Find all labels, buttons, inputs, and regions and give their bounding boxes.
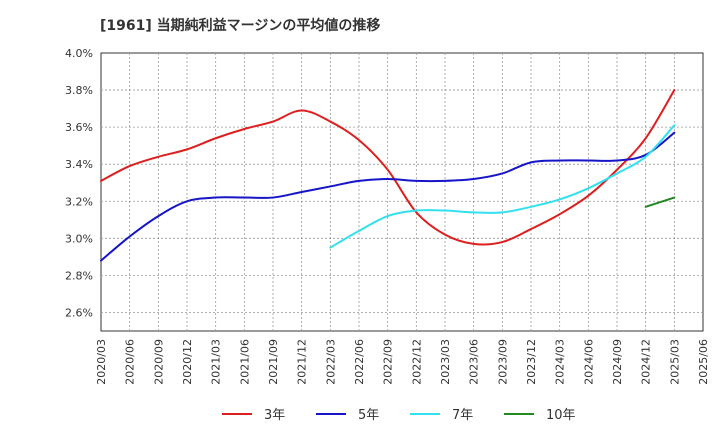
- series-line-1: [100, 89, 676, 246]
- x-tick-label: 2021/03: [210, 339, 223, 385]
- x-tick-label: 2025/06: [697, 339, 710, 385]
- x-tick-label: 2024/12: [640, 339, 653, 385]
- x-tick-label: 2023/06: [468, 339, 481, 385]
- legend: 3年 5年 7年 10年: [222, 408, 576, 423]
- legend-label-1: 3年: [264, 408, 285, 423]
- x-tick-label: 2024/09: [611, 339, 624, 385]
- y-tick-label: 4.0%: [65, 47, 93, 60]
- x-tick-label: 2020/06: [124, 339, 137, 385]
- x-tick-label: 2021/09: [267, 339, 280, 385]
- x-tick-label: 2022/09: [382, 339, 395, 385]
- series-line-2: [100, 131, 676, 262]
- series-layer: [100, 89, 676, 262]
- x-tick-label: 2023/03: [439, 339, 452, 385]
- x-tick-label: 2020/03: [95, 339, 108, 385]
- legend-label-4: 10年: [546, 408, 576, 423]
- legend-label-2: 5年: [358, 408, 379, 423]
- x-tick-label: 2022/06: [353, 339, 366, 385]
- x-tick-label: 2023/12: [525, 339, 538, 385]
- grid-layer: [100, 52, 704, 332]
- legend-label-3: 7年: [452, 408, 473, 423]
- x-tick-label: 2020/12: [181, 339, 194, 385]
- y-tick-label: 3.4%: [65, 158, 93, 171]
- y-tick-label: 3.6%: [65, 121, 93, 134]
- chart-title: [1961] 当期純利益マージンの平均値の推移: [100, 17, 380, 34]
- x-tick-label: 2020/09: [152, 339, 165, 385]
- x-tick-label: 2023/09: [496, 339, 509, 385]
- series-line-3: [329, 124, 676, 249]
- y-tick-label: 3.2%: [65, 195, 93, 208]
- y-tick-label: 3.8%: [65, 84, 93, 97]
- x-tick-label: 2022/03: [324, 339, 337, 385]
- axis-layer: 2.6% 2.8% 3.0% 3.2% 3.4% 3.6% 3.8% 4.0% 2020/03 2…: [65, 47, 710, 385]
- y-tick-label: 2.6%: [65, 306, 93, 319]
- x-tick-label: 2024/06: [582, 339, 595, 385]
- x-tick-label: 2021/12: [296, 339, 309, 385]
- y-tick-label: 3.0%: [65, 232, 93, 245]
- y-tick-label: 2.8%: [65, 269, 93, 282]
- x-tick-label: 2025/03: [668, 339, 681, 385]
- x-tick-label: 2022/12: [410, 339, 423, 385]
- x-tick-label: 2021/06: [238, 339, 251, 385]
- x-tick-label: 2024/03: [554, 339, 567, 385]
- series-line-4: [644, 196, 676, 208]
